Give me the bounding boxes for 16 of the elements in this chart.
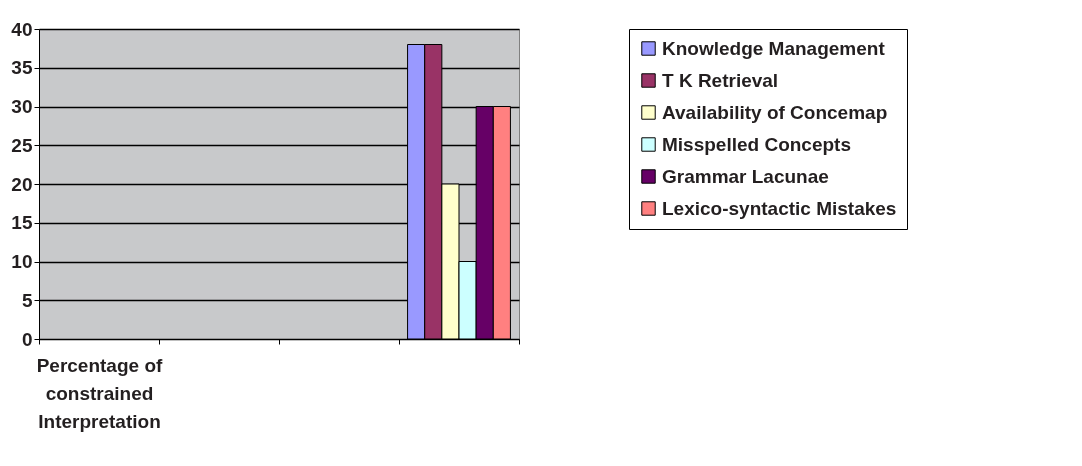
y-tick-label: 20: [11, 173, 33, 195]
y-tick-label: 0: [21, 328, 33, 350]
legend-label: T K Retrieval: [662, 69, 779, 91]
legend-label: Availability of Concemap: [662, 101, 888, 123]
legend-label: Lexico-syntactic Mistakes: [662, 197, 897, 219]
y-tick-label: 30: [11, 96, 33, 117]
y-tick-label: 40: [11, 18, 33, 40]
legend-label: Grammar Lacunae: [662, 165, 829, 187]
legend-label: Misspelled Concepts: [662, 133, 851, 155]
y-tick-label: 35: [11, 57, 33, 79]
y-tick-label: 10: [11, 251, 33, 272]
y-tick-label: 25: [11, 134, 33, 156]
y-tick-label: 15: [11, 212, 33, 234]
y-tick-label: 5: [21, 289, 33, 311]
legend-label: Knowledge Management: [662, 37, 886, 59]
x-tick-label: Percentage of constrained Interpretation: [36, 354, 163, 432]
